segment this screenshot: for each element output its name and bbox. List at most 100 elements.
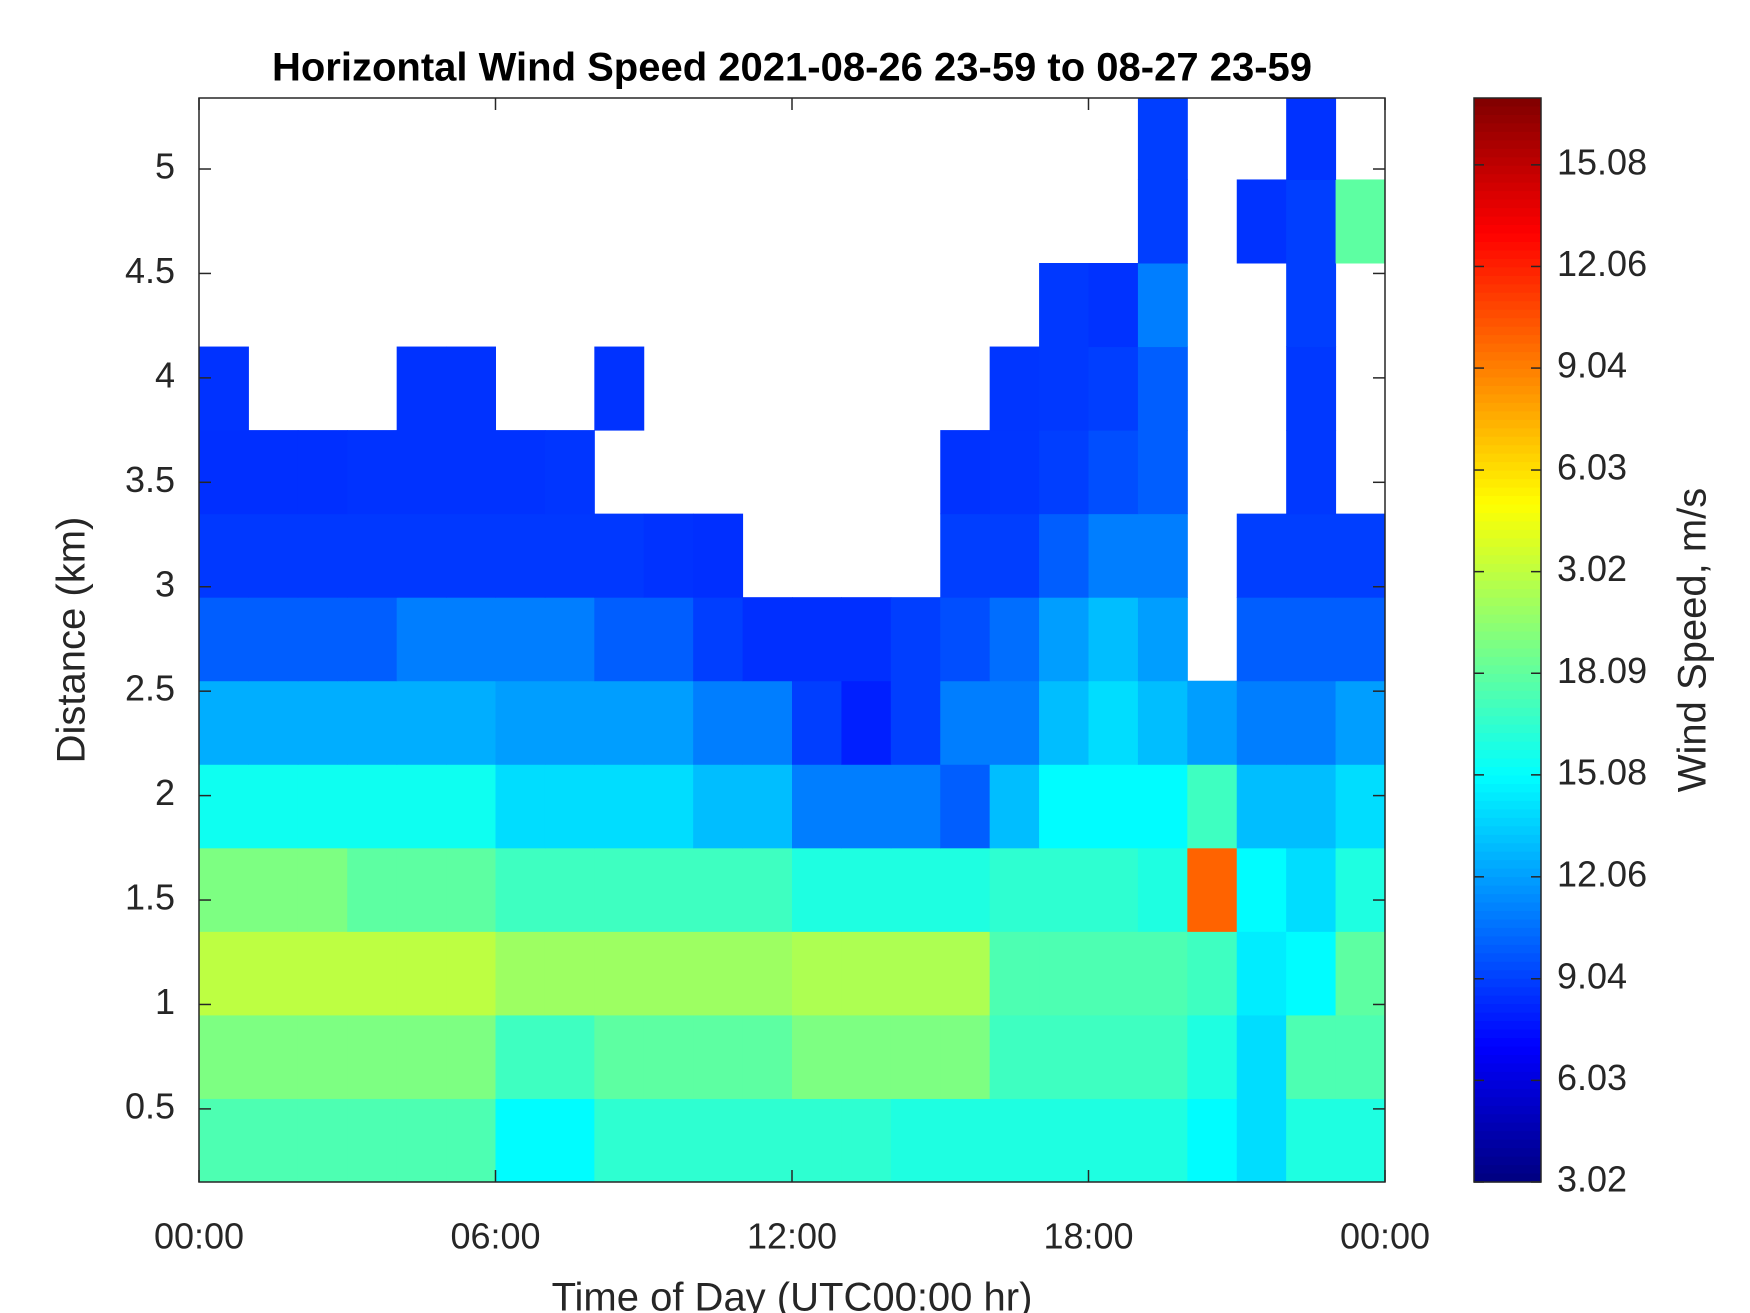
colorbar-swatch bbox=[1474, 733, 1541, 743]
colorbar-swatch bbox=[1474, 318, 1541, 328]
colorbar-swatch bbox=[1474, 961, 1541, 971]
heatmap-cell bbox=[297, 847, 348, 932]
colorbar-tick-label: 12.06 bbox=[1557, 243, 1647, 284]
heatmap-cell bbox=[544, 513, 595, 598]
heatmap-cell bbox=[396, 346, 447, 431]
heatmap-cell bbox=[940, 513, 991, 598]
heatmap-cell bbox=[199, 931, 249, 1016]
colorbar-swatch bbox=[1474, 656, 1541, 667]
heatmap-cell bbox=[446, 346, 496, 431]
heatmap-cell bbox=[396, 764, 447, 849]
heatmap-cell bbox=[446, 430, 496, 515]
heatmap-cell bbox=[297, 764, 348, 849]
heatmap-cell bbox=[693, 680, 744, 765]
colorbar-swatch bbox=[1474, 716, 1541, 726]
heatmap-cell bbox=[1137, 1014, 1188, 1099]
colorbar-swatch bbox=[1474, 98, 1541, 108]
colorbar-swatch bbox=[1474, 326, 1541, 336]
heatmap-cell bbox=[396, 847, 447, 932]
y-tick-label: 3 bbox=[155, 563, 175, 604]
colorbar-swatch bbox=[1474, 191, 1541, 201]
heatmap-cell bbox=[989, 430, 1040, 515]
heatmap-cell bbox=[248, 430, 299, 515]
colorbar-swatch bbox=[1474, 546, 1541, 556]
heatmap-cell bbox=[1137, 346, 1188, 431]
heatmap-cell bbox=[1286, 680, 1337, 765]
colorbar-tick-label: 15.08 bbox=[1557, 141, 1647, 182]
heatmap-cell bbox=[1286, 931, 1337, 1016]
colorbar-swatch bbox=[1474, 826, 1541, 836]
heatmap-cell bbox=[742, 680, 793, 765]
colorbar-swatch bbox=[1474, 1088, 1541, 1098]
colorbar-swatch bbox=[1474, 199, 1541, 209]
heatmap-cell bbox=[199, 847, 249, 932]
heatmap-cell bbox=[1187, 847, 1238, 932]
colorbar-swatch bbox=[1474, 1038, 1541, 1048]
colorbar-swatch bbox=[1474, 978, 1541, 988]
heatmap-cell bbox=[199, 597, 249, 682]
colorbar-swatch bbox=[1474, 462, 1541, 472]
colorbar-tick-label: 18.09 bbox=[1557, 650, 1647, 691]
colorbar-swatch bbox=[1474, 1004, 1541, 1014]
colorbar-swatch bbox=[1474, 1156, 1541, 1166]
y-tick-label: 3.5 bbox=[125, 459, 175, 500]
colorbar-swatch bbox=[1474, 394, 1541, 404]
heatmap-cell bbox=[693, 1014, 744, 1099]
heatmap-cell bbox=[297, 513, 348, 598]
heatmap-cell bbox=[347, 430, 398, 515]
heatmap-cell bbox=[248, 597, 299, 682]
colorbar-swatch bbox=[1474, 1122, 1541, 1132]
colorbar-tick-label: 9.04 bbox=[1557, 955, 1627, 996]
colorbar-swatch bbox=[1474, 699, 1541, 709]
heatmap-cell bbox=[1137, 263, 1188, 348]
heatmap-cell bbox=[594, 931, 645, 1016]
heatmap-cell bbox=[643, 1098, 694, 1182]
heatmap-cell bbox=[1335, 513, 1385, 598]
heatmap-cell bbox=[1187, 680, 1238, 765]
colorbar-swatch bbox=[1474, 927, 1541, 938]
heatmap-cell bbox=[1088, 847, 1139, 932]
colorbar-swatch bbox=[1474, 809, 1541, 819]
heatmap-cell bbox=[1187, 931, 1238, 1016]
heatmap-cell bbox=[1088, 430, 1139, 515]
heatmap-cell bbox=[396, 680, 447, 765]
heatmap-cell bbox=[841, 847, 892, 932]
heatmap-cell bbox=[1088, 1098, 1139, 1182]
heatmap-cell bbox=[1286, 430, 1337, 515]
heatmap-cell bbox=[989, 346, 1040, 431]
heatmap-cell bbox=[248, 764, 299, 849]
heatmap-cell bbox=[495, 597, 546, 682]
heatmap-cell bbox=[989, 513, 1040, 598]
heatmap-cell bbox=[890, 680, 941, 765]
heatmap-cell bbox=[495, 680, 546, 765]
colorbar-swatch bbox=[1474, 750, 1541, 760]
y-tick-label: 0.5 bbox=[125, 1085, 175, 1126]
heatmap-cell bbox=[396, 513, 447, 598]
colorbar-swatch bbox=[1474, 106, 1541, 116]
colorbar-swatch bbox=[1474, 453, 1541, 463]
heatmap-cell bbox=[1137, 680, 1188, 765]
heatmap-cell bbox=[693, 764, 744, 849]
x-tick-label: 12:00 bbox=[747, 1216, 837, 1257]
heatmap-cell bbox=[1286, 346, 1337, 431]
colorbar-swatch bbox=[1474, 292, 1541, 302]
heatmap-cell bbox=[1039, 1014, 1089, 1099]
colorbar-swatch bbox=[1474, 1131, 1541, 1141]
heatmap-cell bbox=[495, 513, 546, 598]
heatmap-cell bbox=[495, 764, 546, 849]
colorbar-swatch bbox=[1474, 623, 1541, 633]
colorbar-swatch bbox=[1474, 783, 1541, 794]
colorbar-swatch bbox=[1474, 436, 1541, 446]
heatmap-cell bbox=[1088, 764, 1139, 849]
heatmap-cell bbox=[742, 1098, 793, 1182]
colorbar-swatch bbox=[1474, 529, 1541, 539]
heatmap-cell bbox=[1286, 597, 1337, 682]
heatmap-cell bbox=[1236, 680, 1287, 765]
heatmap-cell bbox=[1335, 1014, 1385, 1099]
colorbar-swatch bbox=[1474, 817, 1541, 827]
heatmap-cell bbox=[1286, 1014, 1337, 1099]
colorbar-swatch bbox=[1474, 1054, 1541, 1065]
heatmap-cell bbox=[446, 1098, 496, 1182]
colorbar-swatch bbox=[1474, 267, 1541, 277]
heatmap-cell bbox=[199, 430, 249, 515]
